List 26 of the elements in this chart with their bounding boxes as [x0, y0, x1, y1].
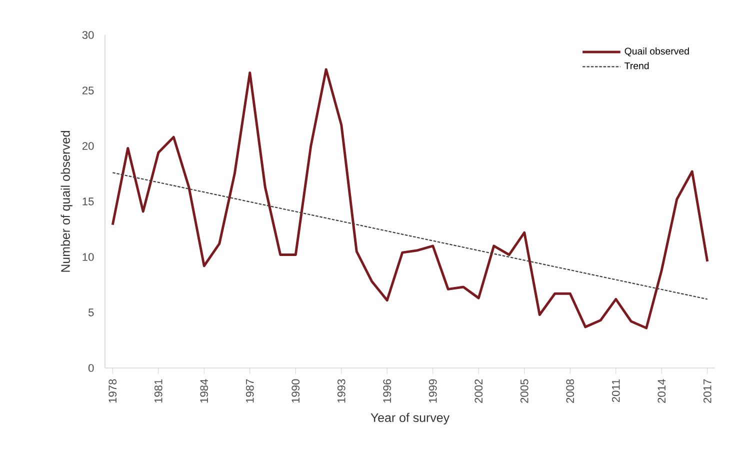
y-tick-label: 5 [88, 308, 94, 316]
x-tick-label: 1984 [200, 379, 208, 403]
x-tick-label: 2002 [474, 379, 483, 403]
y-axis-title: Number of quail observed [60, 131, 72, 272]
legend-label: Trend [624, 62, 649, 70]
x-axis-title: Year of survey [370, 412, 450, 425]
x-tick-label: 2011 [612, 379, 620, 402]
x-tick-label: 2008 [566, 379, 574, 403]
line-series [111, 68, 709, 330]
x-tick-label: 1990 [292, 379, 300, 403]
x-tick-label: 1978 [108, 379, 117, 403]
x-tick-label: 1996 [383, 379, 392, 403]
x-tick-label: 2005 [520, 379, 528, 403]
x-tick-label: 1987 [246, 379, 254, 403]
x-tick-label: 2017 [703, 379, 712, 403]
x-tick-label: 1993 [337, 379, 346, 403]
x-tick-label: 1981 [154, 379, 162, 403]
x-tick-label: 1999 [428, 379, 437, 403]
y-tick-label: 25 [82, 86, 94, 94]
legend-label: Quail observed [624, 47, 689, 56]
y-tick-label: 0 [88, 364, 94, 372]
y-tick-label: 15 [82, 198, 94, 206]
y-tick-label: 30 [82, 31, 94, 39]
x-tick-label: 2014 [658, 379, 666, 403]
y-tick-label: 20 [82, 142, 94, 150]
y-tick-label: 10 [82, 253, 94, 261]
